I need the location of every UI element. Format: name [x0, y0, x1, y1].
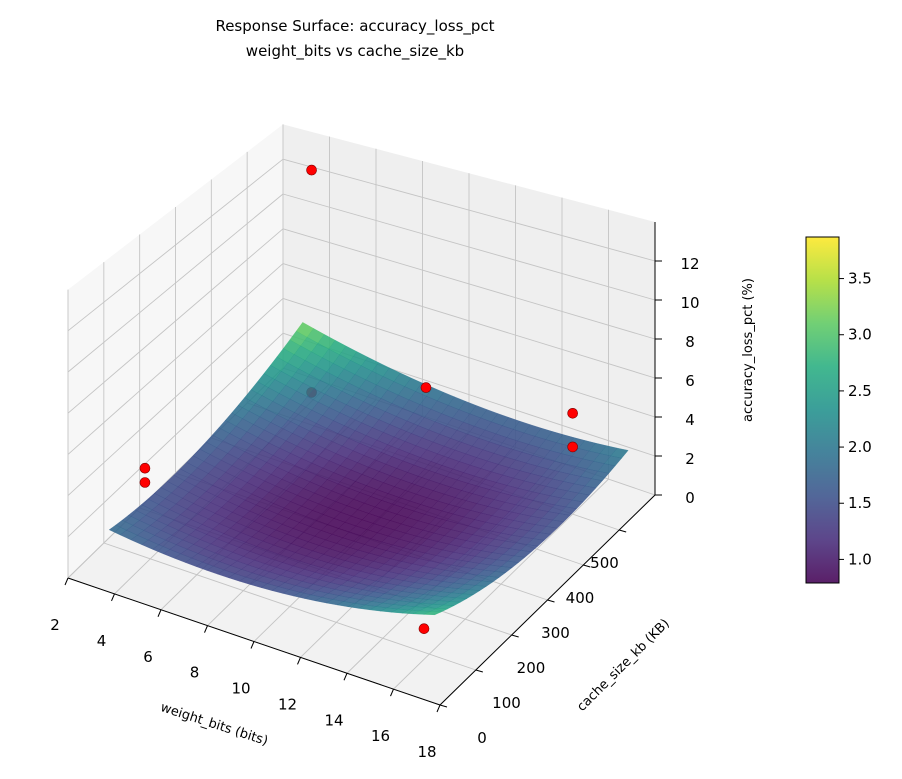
grid-line-z — [67, 193, 284, 373]
grid-line-z — [67, 228, 284, 414]
y-axis-label: cache_size_kb (KB) — [574, 616, 672, 714]
x-tick-label: 10 — [231, 680, 250, 698]
z-tick-label: 8 — [685, 333, 695, 351]
colorbar: 1.0 1.5 2.0 2.5 3.0 3.5 — [805, 236, 872, 584]
x-tick — [250, 641, 255, 649]
x-tick-label: 14 — [324, 711, 343, 729]
x-tick — [64, 577, 69, 586]
x-tick — [157, 609, 162, 617]
data-point — [139, 462, 151, 474]
y-tick-label: 300 — [541, 624, 570, 642]
x-tick — [343, 673, 348, 681]
y-tick — [511, 634, 519, 638]
data-point — [418, 623, 430, 634]
z-tick-label: 2 — [685, 450, 695, 468]
y-tick — [475, 669, 483, 673]
y-tick-label: 500 — [590, 554, 619, 572]
colorbar-tick-label: 2.0 — [848, 438, 872, 456]
x-tick-label: 4 — [97, 632, 107, 650]
axes: 2 4 6 8 10 12 14 16 18 0 100 200 300 400 500 0 2 4 6 8 10 12 — [50, 222, 700, 761]
grid-line-z — [67, 332, 284, 538]
colorbar-tick-label: 2.5 — [848, 382, 872, 400]
grid-line-z — [282, 193, 656, 301]
colorbar-tick-label: 1.5 — [848, 494, 872, 512]
y-tick — [547, 599, 555, 603]
z-tick-label: 0 — [685, 489, 695, 507]
y-tick-label: 0 — [477, 729, 487, 747]
colorbar-tick-label: 1.0 — [848, 550, 872, 568]
data-point — [420, 382, 432, 393]
x-tick — [111, 593, 115, 602]
grid-line-z — [67, 158, 284, 332]
y-tick-label: 400 — [566, 589, 595, 607]
colorbar-tick-label: 3.0 — [848, 326, 872, 344]
z-tick-label: 4 — [685, 411, 695, 429]
grid-line-z — [67, 298, 284, 496]
data-point — [567, 407, 578, 419]
grid-line-z — [282, 228, 656, 340]
x-axis-label: weight_bits (bits) — [158, 700, 269, 749]
data-point — [567, 441, 578, 453]
x-tick — [436, 704, 441, 713]
grid-line-z — [282, 263, 656, 379]
data-point — [306, 164, 317, 176]
x-tick — [297, 657, 301, 665]
x-tick-label: 2 — [50, 616, 60, 634]
x-tick-label: 16 — [371, 727, 390, 745]
surface-patch — [423, 611, 442, 616]
x-tick-label: 8 — [190, 664, 200, 682]
grid-line-z — [282, 297, 656, 418]
grid-line-z — [282, 158, 656, 262]
response-surface — [108, 322, 629, 616]
x-tick — [204, 625, 208, 633]
y-tick-label: 100 — [492, 694, 521, 712]
z-tick-label: 6 — [685, 372, 695, 390]
z-axis-label: accuracy_loss_pct (%) — [741, 278, 756, 422]
y-tick — [619, 529, 627, 533]
colorbar-gradient — [805, 236, 840, 584]
x-tick-label: 18 — [417, 743, 436, 761]
chart-subtitle: weight_bits vs cache_size_kb — [246, 42, 464, 61]
z-tick-label: 12 — [680, 255, 699, 273]
y-tick-label: 200 — [517, 659, 546, 677]
y-tick — [583, 564, 591, 568]
x-tick-label: 12 — [278, 695, 297, 713]
grid-line-z — [67, 263, 284, 455]
scatter-points — [139, 164, 578, 634]
x-tick — [390, 688, 394, 697]
x-tick-label: 6 — [143, 648, 153, 666]
z-tick-label: 10 — [680, 294, 699, 312]
data-point — [139, 477, 151, 488]
colorbar-tick-label: 3.5 — [848, 270, 872, 288]
chart-title: Response Surface: accuracy_loss_pct — [215, 17, 494, 36]
y-tick — [439, 704, 448, 708]
grid-line-y — [103, 542, 476, 671]
